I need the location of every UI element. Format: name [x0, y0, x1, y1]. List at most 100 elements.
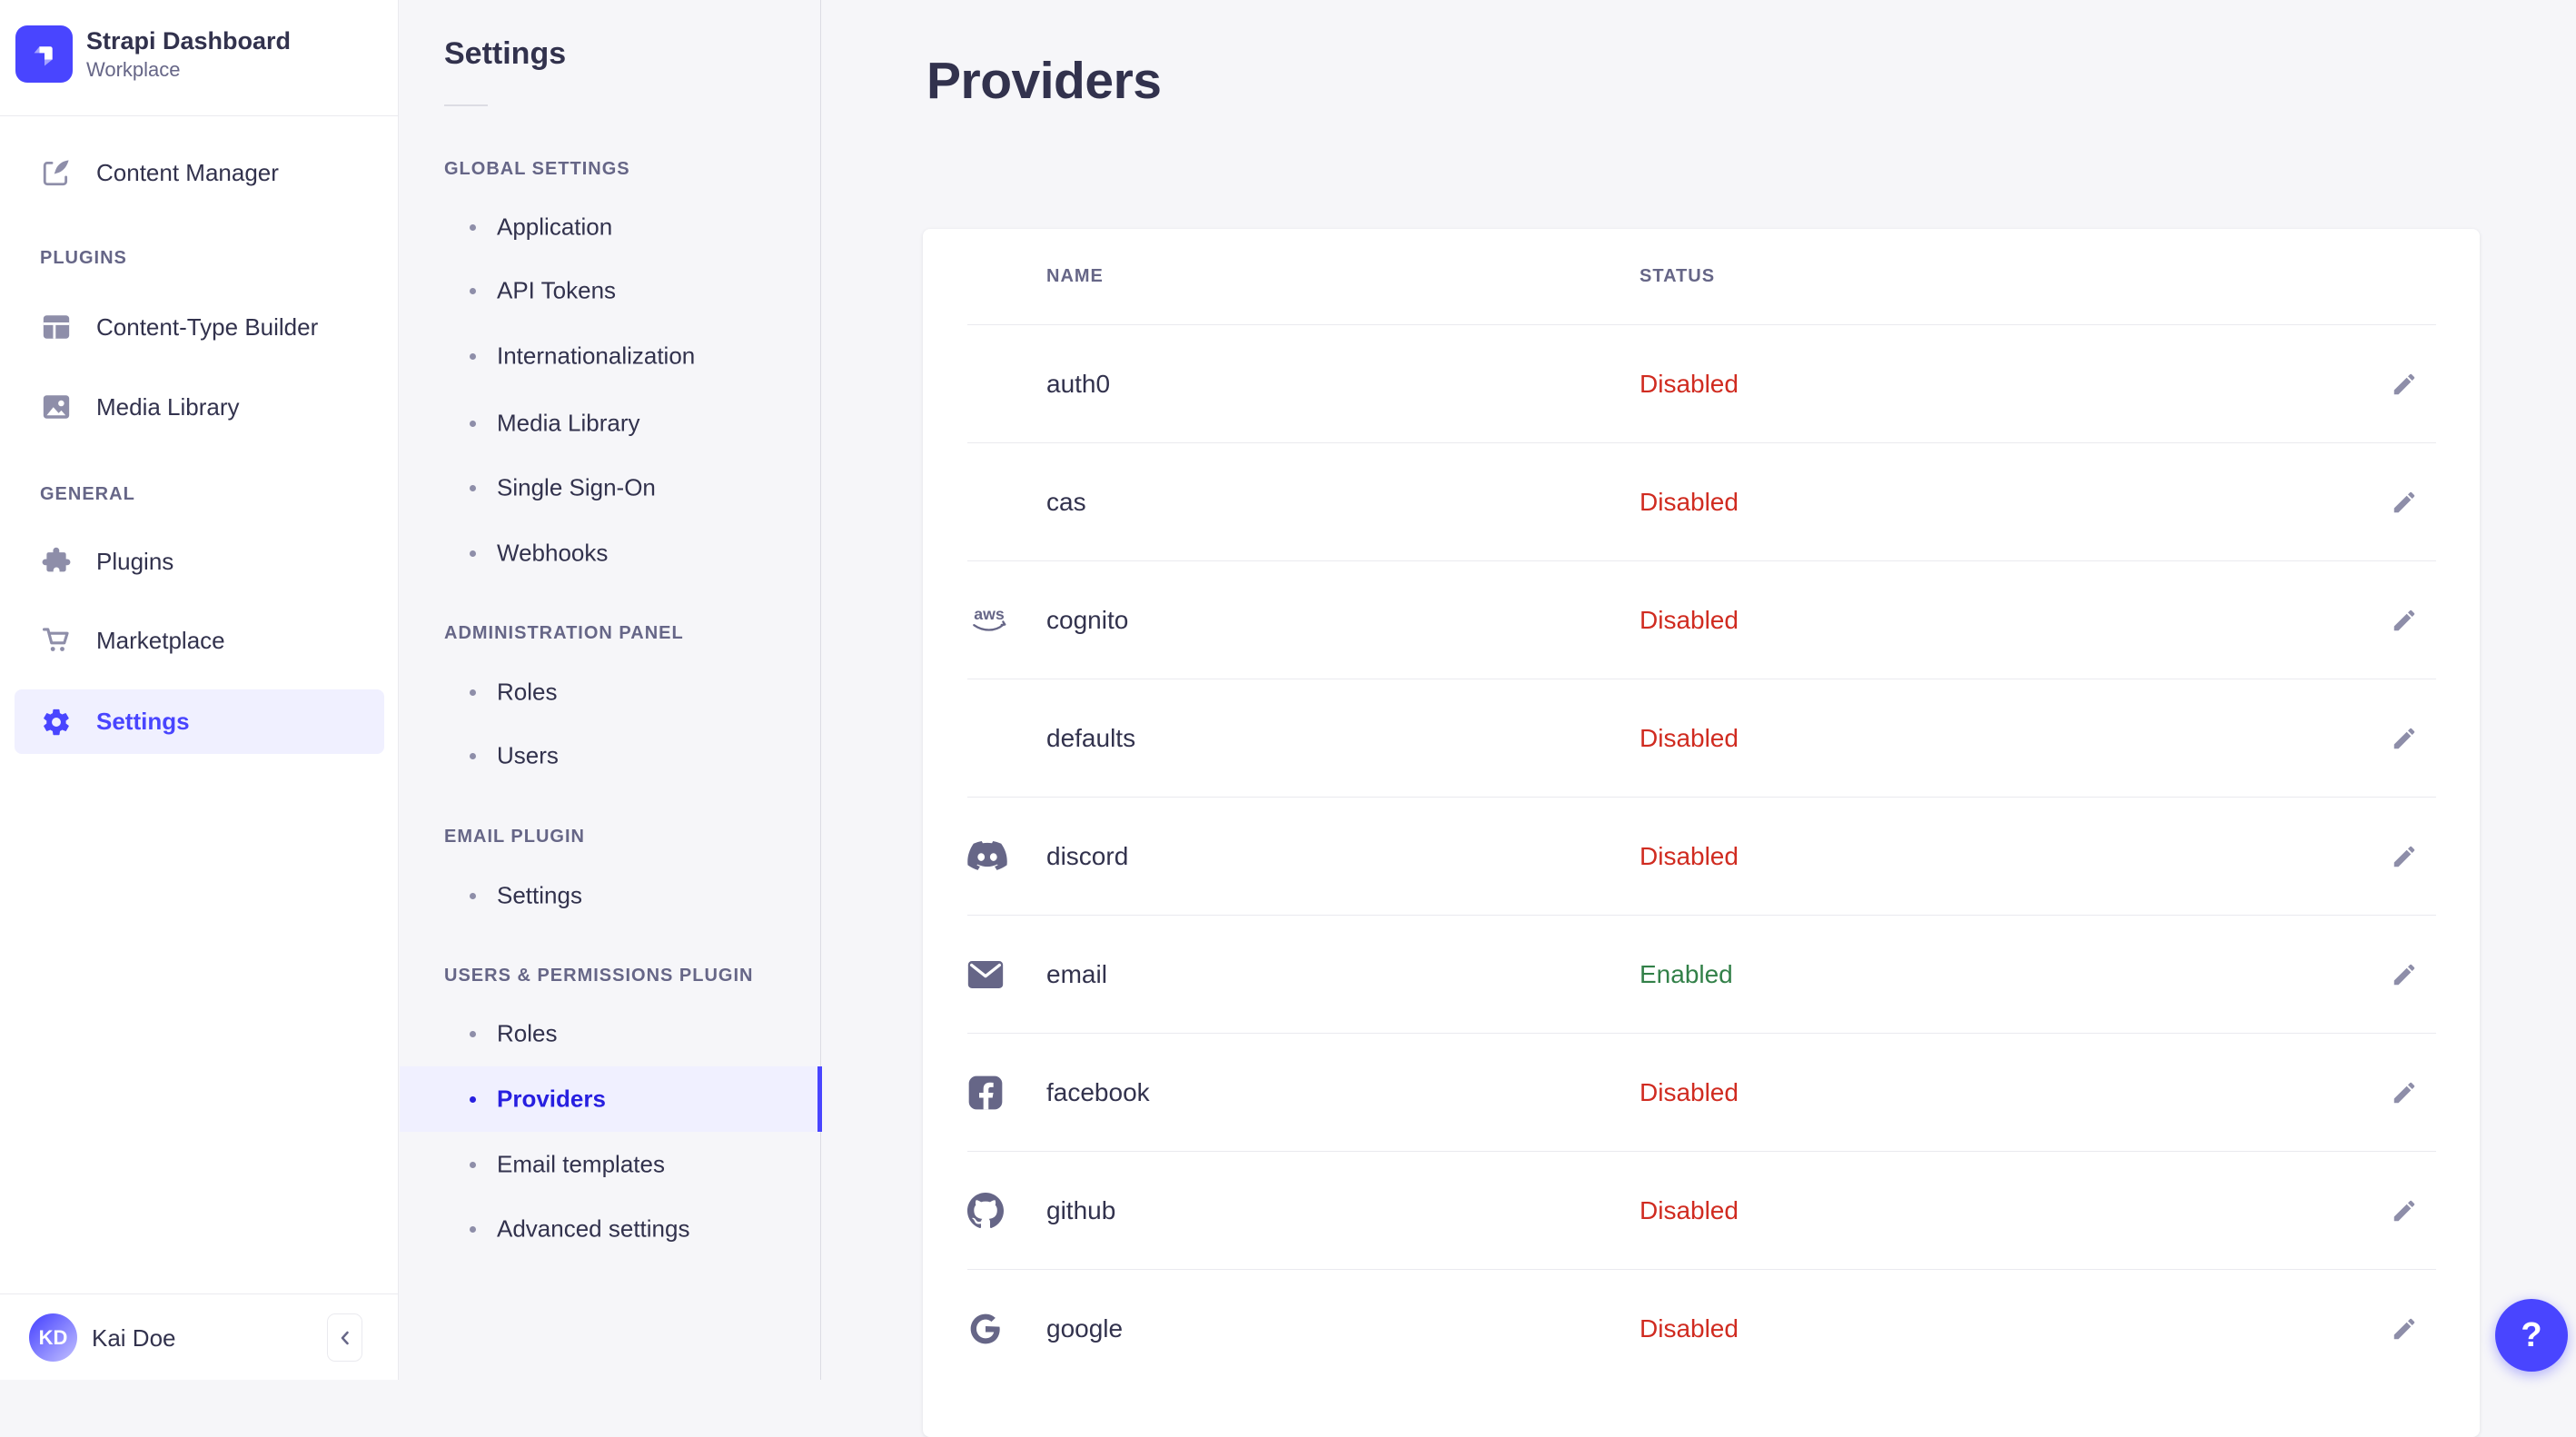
subnav-item-providers[interactable]: Providers [400, 1066, 822, 1132]
provider-name: cas [1046, 487, 1086, 516]
table-header-row: NAME STATUS [967, 229, 2436, 324]
subnav-item-up-roles[interactable]: Roles [400, 1001, 821, 1066]
bullet-icon [470, 893, 476, 899]
avatar: KD [29, 1313, 77, 1362]
provider-status: Disabled [1640, 1313, 1739, 1343]
edit-provider-button[interactable] [2373, 725, 2436, 752]
provider-status: Enabled [1640, 959, 1733, 988]
provider-name: defaults [1046, 723, 1136, 752]
divider [0, 115, 398, 116]
subnav-item-label: Email templates [497, 1150, 665, 1178]
aws-icon: aws [967, 605, 1046, 636]
subnav-section-email-plugin: EMAIL PLUGIN [444, 827, 585, 847]
provider-name: email [1046, 959, 1107, 988]
bullet-icon [470, 1031, 476, 1037]
bullet-icon [470, 485, 476, 491]
subnav-item-label: Webhooks [497, 539, 609, 567]
table-row: discord Disabled [967, 797, 2436, 915]
brand-text: Strapi Dashboard Workplace [86, 26, 291, 83]
provider-status: Disabled [1640, 1195, 1739, 1224]
subnav-item-label: Roles [497, 1019, 558, 1047]
table-row: facebook Disabled [967, 1033, 2436, 1151]
provider-status: Disabled [1640, 605, 1739, 634]
sidebar-item-content-manager[interactable]: Content Manager [15, 140, 384, 205]
sidebar-item-plugins[interactable]: Plugins [15, 529, 384, 594]
cart-icon [40, 624, 73, 657]
subnav-item-email-templates[interactable]: Email templates [400, 1132, 821, 1197]
pencil-icon [2391, 489, 2418, 516]
pencil-icon [2391, 371, 2418, 398]
providers-table-card: NAME STATUS auth0 Disabled cas Disabled [923, 229, 2480, 1437]
settings-subnav: Settings GLOBAL SETTINGS Application API… [400, 0, 822, 1380]
bullet-icon [470, 753, 476, 759]
subnav-section-global-settings: GLOBAL SETTINGS [444, 159, 630, 179]
strapi-logo-icon [15, 25, 73, 83]
subnav-item-webhooks[interactable]: Webhooks [400, 520, 821, 586]
subnav-item-label: Application [497, 213, 613, 241]
subnav-item-label: Internationalization [497, 342, 696, 370]
subnav-section-administration-panel: ADMINISTRATION PANEL [444, 623, 684, 643]
envelope-icon [967, 960, 1046, 989]
pencil-icon [2391, 1197, 2418, 1224]
edit-provider-button[interactable] [2373, 371, 2436, 398]
bullet-icon [470, 224, 476, 231]
main-sidebar: Strapi Dashboard Workplace Content Manag… [0, 0, 399, 1380]
subnav-item-label: Providers [497, 1085, 606, 1113]
bullet-icon [470, 288, 476, 294]
subnav-item-label: Media Library [497, 409, 640, 437]
content-manager-icon [40, 156, 73, 189]
table-row: google Disabled [967, 1269, 2436, 1387]
edit-provider-button[interactable] [2373, 1315, 2436, 1343]
bullet-icon [470, 353, 476, 360]
google-icon [967, 1311, 1046, 1347]
subnav-item-api-tokens[interactable]: API Tokens [400, 258, 821, 323]
provider-name: discord [1046, 841, 1129, 870]
subnav-item-media-library[interactable]: Media Library [400, 391, 821, 456]
subnav-section-users-permissions: USERS & PERMISSIONS PLUGIN [444, 966, 754, 986]
pencil-icon [2391, 1315, 2418, 1343]
edit-provider-button[interactable] [2373, 489, 2436, 516]
edit-provider-button[interactable] [2373, 961, 2436, 988]
sidebar-item-marketplace[interactable]: Marketplace [15, 608, 384, 673]
bullet-icon [470, 689, 476, 696]
table-row: aws cognito Disabled [967, 560, 2436, 679]
puzzle-icon [40, 545, 73, 578]
workspace-brand: Strapi Dashboard Workplace [15, 25, 291, 83]
table-row: defaults Disabled [967, 679, 2436, 797]
chevron-left-icon [334, 1327, 356, 1349]
sidebar-item-settings[interactable]: Settings [15, 689, 384, 754]
provider-status: Disabled [1640, 841, 1739, 870]
subnav-item-admin-users[interactable]: Users [400, 723, 821, 788]
media-library-icon [40, 391, 73, 423]
sidebar-item-media-library[interactable]: Media Library [15, 374, 384, 440]
subnav-item-application[interactable]: Application [400, 194, 821, 260]
user-menu[interactable]: KD Kai Doe [0, 1293, 398, 1380]
collapse-sidebar-button[interactable] [327, 1313, 362, 1362]
edit-provider-button[interactable] [2373, 1079, 2436, 1106]
facebook-icon [967, 1075, 1046, 1111]
sidebar-section-general: GENERAL [40, 484, 135, 504]
subnav-item-internationalization[interactable]: Internationalization [400, 323, 821, 389]
subnav-item-advanced-settings[interactable]: Advanced settings [400, 1196, 821, 1262]
provider-status: Disabled [1640, 1077, 1739, 1106]
subnav-item-label: Settings [497, 881, 582, 909]
subnav-item-label: Single Sign-On [497, 473, 656, 501]
edit-provider-button[interactable] [2373, 607, 2436, 634]
help-button[interactable]: ? [2495, 1299, 2568, 1372]
edit-provider-button[interactable] [2373, 1197, 2436, 1224]
app-title: Strapi Dashboard [86, 26, 292, 55]
discord-icon [967, 841, 1046, 871]
subnav-item-admin-roles[interactable]: Roles [400, 659, 821, 725]
pencil-icon [2391, 725, 2418, 752]
subnav-item-label: Roles [497, 678, 558, 706]
provider-status: Disabled [1640, 369, 1739, 398]
sidebar-item-content-type-builder[interactable]: Content-Type Builder [15, 294, 384, 360]
subnav-item-email-settings[interactable]: Settings [400, 863, 821, 928]
content-type-builder-icon [40, 311, 73, 343]
subnav-item-single-sign-on[interactable]: Single Sign-On [400, 455, 821, 520]
page-title: Providers [926, 52, 1162, 110]
workspace-name: Workplace [86, 58, 181, 82]
column-header-name: NAME [1046, 266, 1104, 286]
edit-provider-button[interactable] [2373, 843, 2436, 870]
sidebar-item-label: Media Library [96, 392, 240, 421]
